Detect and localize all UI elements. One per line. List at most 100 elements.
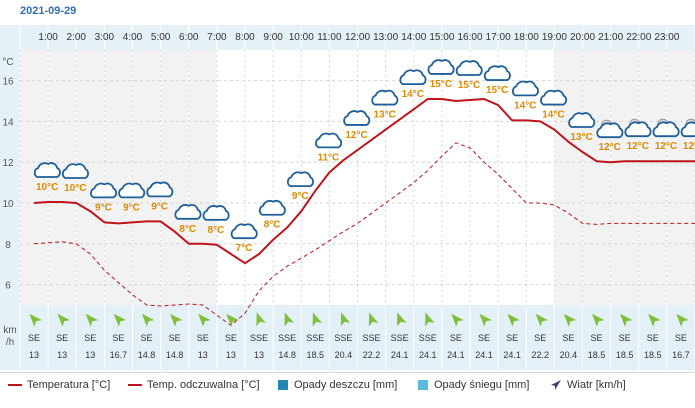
hour-label: 6:00 (179, 32, 199, 43)
temperature-data-label: 14°C (514, 100, 536, 111)
legend-snow-swatch (418, 380, 428, 391)
cloud-icon (315, 132, 343, 149)
wind-direction-label: SSE (363, 333, 381, 343)
cloud-icon (61, 163, 89, 179)
y-axis-unit: °C (2, 57, 13, 68)
wind-arrow-icon (340, 312, 351, 327)
temperature-line (34, 98, 695, 265)
y-tick-label: 14 (2, 117, 14, 128)
wind-speed-label: 18.5 (307, 350, 325, 360)
wind-speed-label: 24.1 (447, 350, 465, 360)
hour-label: 7:00 (207, 32, 227, 43)
temperature-data-label: 12°C (598, 142, 620, 153)
hour-label: 18:00 (514, 32, 539, 43)
wind-speed-label: 22.2 (363, 350, 381, 360)
cloud-shape (61, 163, 89, 179)
hour-label: 21:00 (598, 32, 623, 43)
wind-direction-label: SE (478, 333, 490, 343)
hour-label: 3:00 (95, 32, 115, 43)
cloud-icon (118, 182, 146, 199)
wind-direction-label: SE (506, 333, 518, 343)
hour-label: 17:00 (486, 32, 511, 43)
temperature-data-label: 9°C (151, 201, 168, 212)
wind-direction-label: SE (141, 333, 153, 343)
wind-direction-label: SE (56, 333, 68, 343)
wind-speed-label: 13 (85, 350, 95, 360)
temperature-data-label: 12°C (627, 141, 649, 152)
cloud-shape (33, 162, 61, 178)
cloud-shape (371, 89, 399, 106)
night-cloud-icon (596, 119, 624, 139)
hour-label: 13:00 (373, 32, 398, 43)
wind-speed-label: 20.4 (560, 350, 578, 360)
temperature-data-label: 13°C (373, 110, 395, 121)
cloud-shape (596, 122, 624, 139)
wind-speed-label: 24.1 (475, 350, 493, 360)
cloud-shape (399, 69, 427, 86)
cloud-shape (286, 171, 314, 188)
wind-arrow-icon (29, 313, 42, 327)
cloud-icon (371, 89, 399, 106)
cloud-icon (568, 112, 596, 128)
cloud-icon (455, 60, 483, 76)
temperature-data-label: 7°C (236, 243, 253, 254)
cloud-shape (652, 121, 680, 138)
wind-direction-label: SE (169, 333, 181, 343)
hour-label: 5:00 (151, 32, 171, 43)
legend-temperature-label: Temperatura [°C] (27, 379, 111, 391)
legend: Temperatura [°C] Temp. odczuwalna [°C] O… (0, 372, 695, 397)
temperature-data-label: 14°C (402, 89, 424, 100)
wind-speed-label: 24.1 (419, 350, 437, 360)
temperature-data-label: 13°C (570, 132, 592, 143)
y-tick-label: 16 (2, 77, 14, 88)
temperature-data-label: 12°C (655, 141, 677, 152)
hour-label: 14:00 (401, 32, 426, 43)
temperature-data-label: 14°C (542, 110, 564, 121)
wind-speed-label: 16.7 (672, 350, 690, 360)
hour-label: 11:00 (317, 32, 342, 43)
wind-speed-label: 24.1 (391, 350, 409, 360)
temperature-data-label: 15°C (430, 79, 452, 90)
wind-speed-label: 14.8 (278, 350, 296, 360)
cloud-shape (483, 65, 511, 81)
wind-speed-label: 16.7 (110, 350, 128, 360)
legend-item-feels-like: Temp. odczuwalna [°C] (128, 379, 260, 391)
wind-arrow-icon (535, 313, 549, 327)
wind-unit-label: km/h (3, 325, 16, 348)
cloud-shape (680, 121, 695, 138)
legend-feels-like-swatch (128, 384, 142, 387)
wind-direction-label: SE (647, 333, 659, 343)
wind-speed-label: 18.5 (644, 350, 662, 360)
wind-arrow-icon (451, 313, 464, 327)
legend-temperature-swatch (8, 384, 22, 387)
legend-feels-like-label: Temp. odczuwalna [°C] (147, 379, 260, 391)
hour-label: 15:00 (429, 32, 454, 43)
wind-arrow-icon (368, 312, 379, 327)
hour-label: 8:00 (235, 32, 255, 43)
wind-speed-label: 18.5 (616, 350, 634, 360)
wind-direction-label: SE (619, 333, 631, 343)
temperature-data-label: 12°C (683, 141, 695, 152)
axis-panel (0, 25, 20, 370)
cloud-shape (343, 110, 371, 126)
wind-direction-label: SE (534, 333, 546, 343)
wind-arrow-icon (85, 313, 99, 327)
weather-chart: 6 8 10 12 14 16 °C 1:00 2:00 3:00 4:00 5:00 6:00 7:00… (0, 25, 695, 370)
temperature-data-label: 15°C (486, 85, 508, 96)
y-tick-label: 12 (2, 158, 14, 169)
hour-label: 23:00 (654, 32, 679, 43)
wind-arrow-icon (479, 313, 492, 327)
hour-label: 4:00 (123, 32, 143, 43)
wind-direction-label: SSE (334, 333, 352, 343)
wind-direction-label: SE (28, 333, 40, 343)
cloud-icon (540, 89, 568, 106)
wind-arrow-icon (425, 312, 435, 327)
cloud-shape (624, 121, 652, 138)
wind-arrow-icon (591, 313, 605, 327)
hour-label: 9:00 (263, 32, 283, 43)
y-tick-label: 6 (5, 281, 11, 292)
legend-item-wind: Wiatr [km/h] (550, 379, 626, 391)
cloud-shape (540, 89, 568, 106)
wind-unit-line: /h (6, 337, 14, 348)
legend-item-snow: Opady śniegu [mm] (418, 379, 529, 391)
